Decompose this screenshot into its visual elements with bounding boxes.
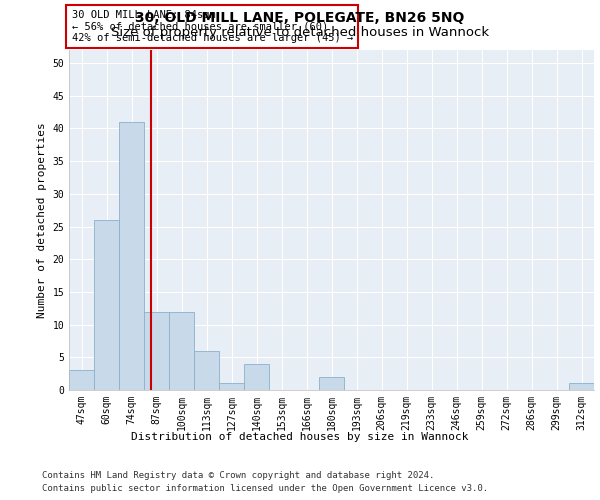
Bar xyxy=(94,220,119,390)
Text: Size of property relative to detached houses in Wannock: Size of property relative to detached ho… xyxy=(111,26,489,39)
Text: Distribution of detached houses by size in Wannock: Distribution of detached houses by size … xyxy=(131,432,469,442)
Bar xyxy=(144,312,169,390)
Text: Contains HM Land Registry data © Crown copyright and database right 2024.: Contains HM Land Registry data © Crown c… xyxy=(42,471,434,480)
Bar xyxy=(244,364,269,390)
Bar xyxy=(194,351,219,390)
Bar xyxy=(319,377,344,390)
Bar xyxy=(169,312,194,390)
Text: Contains public sector information licensed under the Open Government Licence v3: Contains public sector information licen… xyxy=(42,484,488,493)
Bar xyxy=(119,122,144,390)
Bar xyxy=(69,370,94,390)
Bar xyxy=(569,384,594,390)
Text: 30, OLD MILL LANE, POLEGATE, BN26 5NQ: 30, OLD MILL LANE, POLEGATE, BN26 5NQ xyxy=(136,11,464,25)
Y-axis label: Number of detached properties: Number of detached properties xyxy=(37,122,47,318)
Text: 30 OLD MILL LANE: 84sqm
← 56% of detached houses are smaller (60)
42% of semi-de: 30 OLD MILL LANE: 84sqm ← 56% of detache… xyxy=(71,10,353,43)
Bar xyxy=(219,384,244,390)
